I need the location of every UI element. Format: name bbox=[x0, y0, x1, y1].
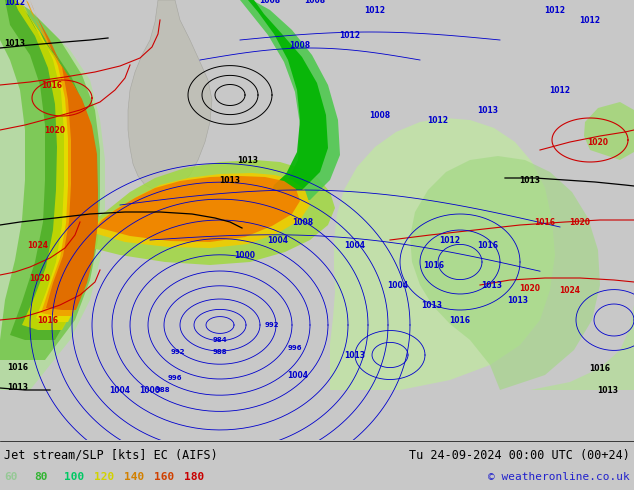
Polygon shape bbox=[80, 160, 335, 265]
Text: 996: 996 bbox=[288, 345, 302, 351]
Text: 1013: 1013 bbox=[219, 175, 240, 185]
Text: 1000: 1000 bbox=[235, 250, 256, 260]
Text: 1016: 1016 bbox=[477, 241, 498, 249]
Text: 1008: 1008 bbox=[370, 111, 391, 120]
Text: 1020: 1020 bbox=[569, 218, 590, 226]
Text: 1008: 1008 bbox=[290, 41, 311, 49]
Text: 1004: 1004 bbox=[344, 241, 365, 249]
Text: 1000: 1000 bbox=[139, 386, 160, 394]
Text: 1013: 1013 bbox=[8, 383, 29, 392]
Text: 120: 120 bbox=[94, 472, 114, 482]
Text: 80: 80 bbox=[34, 472, 48, 482]
Polygon shape bbox=[480, 305, 634, 390]
Text: 1013: 1013 bbox=[4, 39, 25, 48]
Text: 1004: 1004 bbox=[268, 236, 288, 245]
Text: 1013: 1013 bbox=[238, 155, 259, 165]
Text: Jet stream/SLP [kts] EC (AIFS): Jet stream/SLP [kts] EC (AIFS) bbox=[4, 448, 217, 462]
Text: 1020: 1020 bbox=[44, 125, 65, 134]
Text: 1016: 1016 bbox=[590, 364, 611, 372]
Text: 1012: 1012 bbox=[4, 0, 25, 6]
Text: 1016: 1016 bbox=[534, 218, 555, 226]
Text: 1004: 1004 bbox=[287, 370, 309, 379]
Text: 1008: 1008 bbox=[292, 218, 314, 226]
Text: 1020: 1020 bbox=[30, 273, 51, 283]
Text: 992: 992 bbox=[171, 349, 185, 355]
Polygon shape bbox=[240, 0, 340, 200]
Polygon shape bbox=[0, 0, 100, 360]
Polygon shape bbox=[0, 0, 105, 390]
Text: 1013: 1013 bbox=[597, 386, 619, 394]
Polygon shape bbox=[330, 118, 555, 390]
Text: 988: 988 bbox=[212, 349, 228, 355]
Polygon shape bbox=[90, 173, 310, 248]
Polygon shape bbox=[30, 0, 98, 310]
Polygon shape bbox=[14, 0, 94, 330]
Text: 1008: 1008 bbox=[304, 0, 326, 4]
Text: 1016: 1016 bbox=[424, 261, 444, 270]
Text: 1012: 1012 bbox=[545, 5, 566, 15]
Text: 1012: 1012 bbox=[427, 116, 448, 124]
Text: 1012: 1012 bbox=[339, 30, 361, 40]
Text: 160: 160 bbox=[154, 472, 174, 482]
Text: 1013: 1013 bbox=[481, 280, 503, 290]
Text: 1013: 1013 bbox=[344, 350, 365, 360]
Text: 1012: 1012 bbox=[439, 236, 460, 245]
Text: 1013: 1013 bbox=[507, 295, 529, 304]
Text: 60: 60 bbox=[4, 472, 18, 482]
Text: 1012: 1012 bbox=[365, 5, 385, 15]
Text: 992: 992 bbox=[265, 322, 279, 328]
Polygon shape bbox=[26, 0, 97, 316]
Text: 1016: 1016 bbox=[450, 316, 470, 324]
Text: 1004: 1004 bbox=[110, 386, 131, 394]
Text: 100: 100 bbox=[64, 472, 84, 482]
Text: 1024: 1024 bbox=[27, 241, 48, 249]
Text: 988: 988 bbox=[156, 387, 171, 393]
Text: 1016: 1016 bbox=[41, 80, 63, 90]
Text: 1013: 1013 bbox=[477, 105, 498, 115]
Polygon shape bbox=[20, 0, 96, 322]
Polygon shape bbox=[5, 0, 93, 340]
Text: 1020: 1020 bbox=[588, 138, 609, 147]
Text: 1012: 1012 bbox=[550, 85, 571, 95]
Polygon shape bbox=[96, 176, 300, 242]
Polygon shape bbox=[128, 0, 212, 190]
Text: 1013: 1013 bbox=[422, 300, 443, 310]
Text: 1012: 1012 bbox=[579, 16, 600, 24]
Text: 1016: 1016 bbox=[37, 316, 58, 324]
Text: 1004: 1004 bbox=[387, 280, 408, 290]
Text: 1020: 1020 bbox=[519, 284, 541, 293]
Polygon shape bbox=[248, 0, 328, 190]
Polygon shape bbox=[410, 156, 600, 390]
Text: 180: 180 bbox=[184, 472, 204, 482]
Text: 1013: 1013 bbox=[519, 175, 541, 185]
Text: 1016: 1016 bbox=[8, 363, 29, 371]
Text: 984: 984 bbox=[212, 337, 228, 343]
Text: © weatheronline.co.uk: © weatheronline.co.uk bbox=[488, 472, 630, 482]
Text: 140: 140 bbox=[124, 472, 145, 482]
Text: Tu 24-09-2024 00:00 UTC (00+24): Tu 24-09-2024 00:00 UTC (00+24) bbox=[409, 448, 630, 462]
Text: 996: 996 bbox=[168, 375, 182, 381]
Polygon shape bbox=[584, 102, 634, 160]
Text: 1024: 1024 bbox=[559, 286, 581, 294]
Text: 1008: 1008 bbox=[259, 0, 281, 4]
